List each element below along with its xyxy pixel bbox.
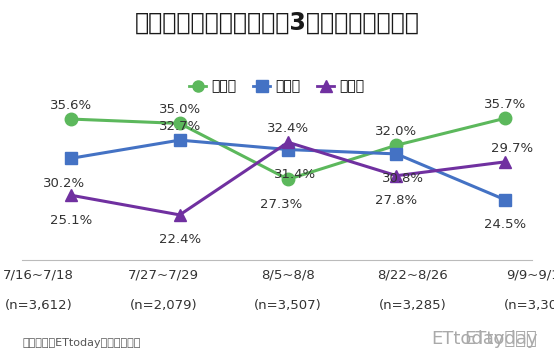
Text: 30.2%: 30.2%	[43, 177, 85, 190]
Text: ETtoday: ETtoday	[464, 330, 537, 348]
Text: 8/5~8/8: 8/5~8/8	[261, 269, 315, 282]
Text: 資料來源：ETtoday民調雲調查。: 資料來源：ETtoday民調雲調查。	[22, 338, 141, 348]
Text: ETtoday新聞雲: ETtoday新聞雲	[432, 330, 537, 348]
Text: 35.7%: 35.7%	[484, 98, 526, 111]
Text: 29.7%: 29.7%	[491, 142, 533, 155]
Text: (n=3,612): (n=3,612)	[5, 299, 73, 313]
Legend: 蔡英文, 韓國瑜, 郭台銘: 蔡英文, 韓國瑜, 郭台銘	[184, 74, 370, 99]
Text: 32.4%: 32.4%	[267, 122, 309, 135]
Text: 35.6%: 35.6%	[50, 99, 93, 112]
Text: 35.0%: 35.0%	[158, 103, 201, 116]
Text: 30.8%: 30.8%	[382, 172, 424, 185]
Text: 8/22~8/26: 8/22~8/26	[377, 269, 448, 282]
Text: 9/9~9/10: 9/9~9/10	[506, 269, 554, 282]
Text: 27.8%: 27.8%	[376, 194, 418, 207]
Text: (n=3,285): (n=3,285)	[379, 299, 447, 313]
Text: 27.3%: 27.3%	[260, 198, 302, 211]
Text: 24.5%: 24.5%	[484, 218, 526, 231]
Text: (n=3,507): (n=3,507)	[254, 299, 322, 313]
Text: 7/16~7/18: 7/16~7/18	[3, 269, 74, 282]
Text: 蔡英文、韓國瑜、郭台銘3人對戰支持度趨勢: 蔡英文、韓國瑜、郭台銘3人對戰支持度趨勢	[135, 11, 419, 35]
Text: 32.7%: 32.7%	[158, 120, 201, 133]
Text: (n=3,302): (n=3,302)	[504, 299, 554, 313]
Text: 32.0%: 32.0%	[376, 125, 418, 138]
Text: 31.4%: 31.4%	[274, 168, 316, 181]
Text: 22.4%: 22.4%	[158, 233, 201, 246]
Text: 7/27~7/29: 7/27~7/29	[128, 269, 199, 282]
Text: (n=2,079): (n=2,079)	[130, 299, 197, 313]
Text: 25.1%: 25.1%	[50, 214, 93, 227]
